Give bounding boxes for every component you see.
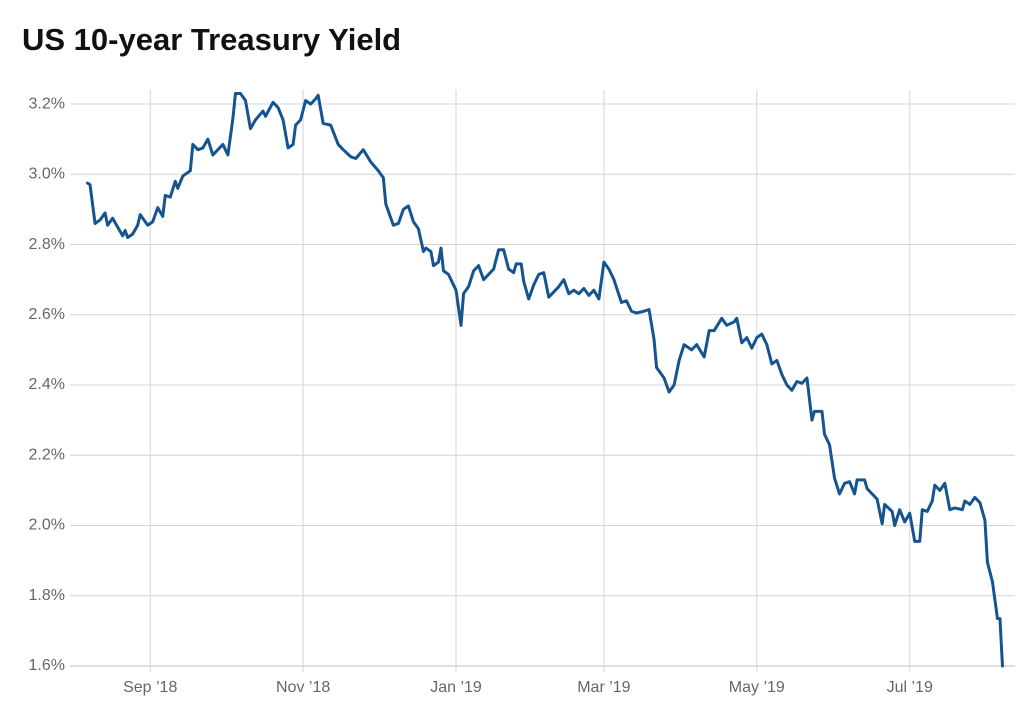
x-tick-label: May ’19 [729,679,785,696]
y-tick-label: 2.0% [29,517,65,534]
x-tick-label: Jan ’19 [430,679,482,696]
y-tick-label: 2.4% [29,376,65,393]
x-tick-label: Sep ’18 [123,679,177,696]
y-tick-label: 1.6% [29,657,65,674]
y-tick-label: 3.2% [29,95,65,112]
chart-title: US 10-year Treasury Yield [22,22,401,57]
y-tick-label: 2.2% [29,446,65,463]
x-tick-label: Nov ’18 [276,679,330,696]
yield-line [86,92,1004,668]
x-tick-label: Mar ’19 [577,679,630,696]
x-tick-label: Jul ’19 [887,679,933,696]
y-tick-label: 2.6% [29,306,65,323]
y-tick-label: 1.8% [29,587,65,604]
y-tick-label: 3.0% [29,166,65,183]
y-tick-label: 2.8% [29,236,65,253]
